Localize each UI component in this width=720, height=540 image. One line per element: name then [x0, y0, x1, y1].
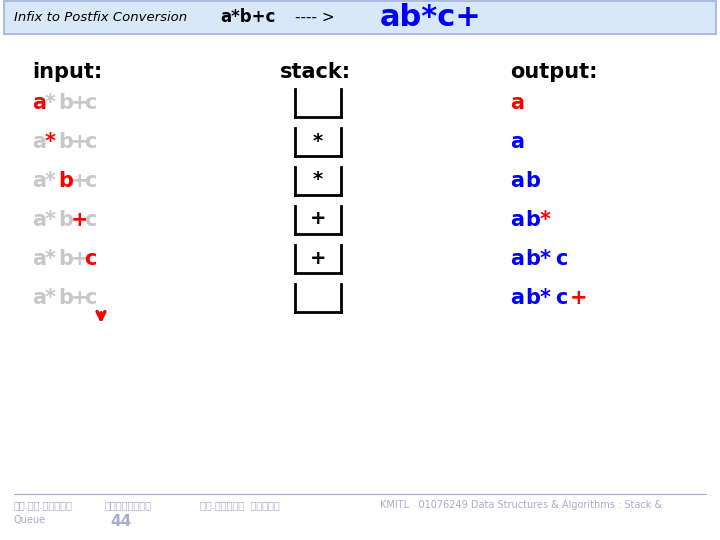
Text: b: b	[58, 93, 73, 113]
Text: b: b	[525, 210, 540, 230]
Text: c: c	[84, 132, 96, 152]
Text: c: c	[84, 210, 96, 230]
Text: stack:: stack:	[280, 62, 351, 82]
Text: a*b+c: a*b+c	[220, 9, 275, 26]
Text: b: b	[58, 210, 73, 230]
Text: รศ.กฆุวน  ศรบรณ: รศ.กฆุวน ศรบรณ	[200, 500, 280, 510]
Text: +: +	[71, 288, 89, 308]
Text: a: a	[510, 171, 524, 191]
Text: KMITL   01076249 Data Structures & Algorithms : Stack &: KMITL 01076249 Data Structures & Algorit…	[380, 500, 662, 510]
Text: a: a	[510, 132, 524, 152]
Text: *: *	[540, 288, 551, 308]
Text: +: +	[570, 288, 588, 308]
Text: +: +	[310, 248, 326, 267]
Text: a: a	[32, 93, 46, 113]
Text: *: *	[540, 210, 551, 230]
Text: b: b	[58, 249, 73, 269]
Text: c: c	[84, 249, 96, 269]
Text: *: *	[313, 132, 323, 151]
Text: +: +	[310, 210, 326, 228]
Text: ---- >: ---- >	[295, 10, 335, 25]
Text: *: *	[45, 132, 56, 152]
Text: *: *	[45, 288, 56, 308]
Text: c: c	[555, 288, 567, 308]
Text: c: c	[84, 93, 96, 113]
Text: +: +	[71, 249, 89, 269]
Text: +: +	[71, 171, 89, 191]
Text: *: *	[45, 249, 56, 269]
Text: b: b	[58, 132, 73, 152]
Text: b: b	[525, 249, 540, 269]
Text: +: +	[71, 93, 89, 113]
Text: +: +	[71, 210, 89, 230]
Text: c: c	[84, 288, 96, 308]
Text: a: a	[32, 210, 46, 230]
Text: เครอตราช: เครอตราช	[105, 500, 152, 510]
Bar	[3, 0, 717, 35]
Text: a: a	[32, 132, 46, 152]
Text: *: *	[45, 93, 56, 113]
Text: *: *	[45, 171, 56, 191]
Text: 44: 44	[110, 515, 131, 530]
Text: ab*c+: ab*c+	[380, 3, 482, 32]
Text: b: b	[58, 288, 73, 308]
Text: a: a	[510, 210, 524, 230]
Text: +: +	[71, 132, 89, 152]
Text: b: b	[58, 171, 73, 191]
Text: a: a	[510, 93, 524, 113]
Text: *: *	[313, 171, 323, 190]
Text: c: c	[84, 171, 96, 191]
Text: input:: input:	[32, 62, 102, 82]
Text: c: c	[555, 249, 567, 269]
Text: a: a	[32, 288, 46, 308]
Text: a: a	[32, 171, 46, 191]
Text: b: b	[525, 288, 540, 308]
Text: Infix to Postfix Conversion: Infix to Postfix Conversion	[14, 11, 187, 24]
Text: *: *	[540, 249, 551, 269]
Text: รศ.ดร.บุญธร: รศ.ดร.บุญธร	[14, 500, 73, 510]
Text: a: a	[510, 288, 524, 308]
Text: a: a	[32, 249, 46, 269]
Text: Queue: Queue	[14, 515, 46, 525]
Text: a: a	[510, 249, 524, 269]
Text: output:: output:	[510, 62, 598, 82]
Text: b: b	[525, 171, 540, 191]
Text: *: *	[45, 210, 56, 230]
Bar	[5, 2, 715, 33]
